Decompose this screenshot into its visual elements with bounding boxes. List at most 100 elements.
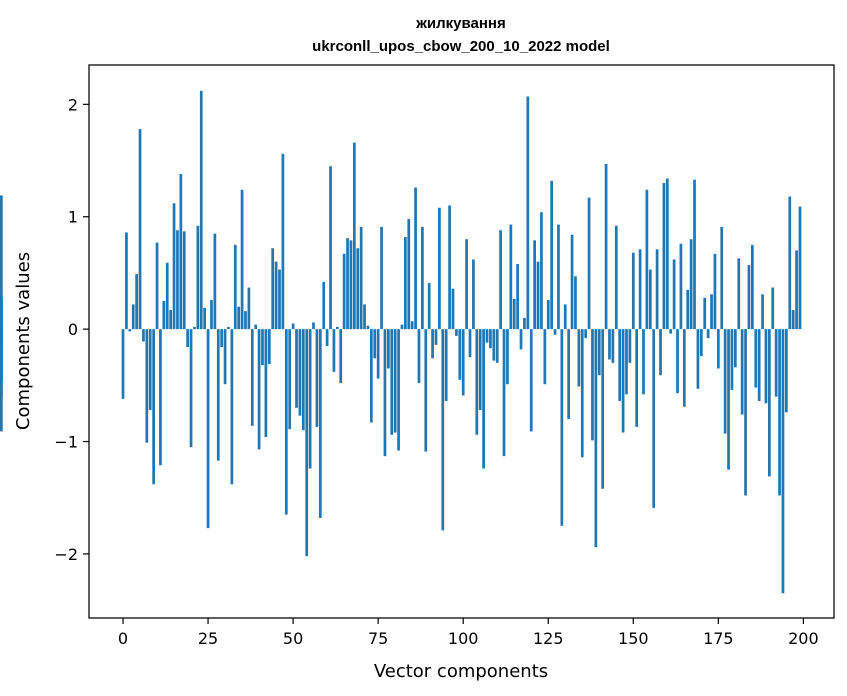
bar [227, 326, 230, 330]
bar [574, 276, 577, 330]
bar [570, 234, 574, 330]
bar [318, 329, 322, 518]
bar [135, 274, 138, 330]
bar [652, 329, 656, 508]
bar [274, 261, 278, 330]
y-tick-label: −2 [54, 545, 78, 564]
bar [764, 329, 768, 404]
bar [523, 317, 526, 330]
bar [747, 265, 751, 330]
bar [546, 299, 550, 330]
bar [138, 129, 142, 330]
bar [417, 329, 421, 384]
bar [332, 329, 336, 372]
bar [659, 329, 662, 376]
bar [0, 329, 3, 379]
bar [553, 329, 557, 335]
bar [669, 329, 673, 334]
bar [492, 329, 496, 361]
bar [495, 329, 499, 363]
chart-title-line2: ukrconll_upos_cbow_200_10_2022 model [312, 38, 610, 55]
bar [642, 329, 645, 395]
bar [247, 287, 251, 330]
bar [788, 196, 792, 330]
bar [771, 287, 775, 330]
bar [312, 322, 315, 330]
bar [751, 244, 754, 330]
bar [693, 179, 696, 330]
bar [176, 230, 179, 330]
bar [781, 329, 785, 594]
bar [244, 311, 247, 330]
bar [611, 329, 615, 363]
bar [536, 261, 540, 330]
bar [223, 329, 227, 385]
bar [567, 329, 571, 420]
x-axis-label: Vector components [374, 661, 548, 682]
bar [199, 90, 203, 330]
bar [376, 329, 380, 379]
bar [699, 329, 703, 357]
bar [737, 258, 741, 330]
bar [594, 329, 598, 548]
bar [424, 329, 428, 452]
bar [288, 329, 292, 430]
bar [281, 153, 285, 330]
bar [461, 329, 465, 396]
bar [291, 323, 295, 330]
bar [352, 142, 356, 330]
bar [482, 329, 485, 469]
bar [203, 307, 207, 330]
bar [298, 329, 302, 416]
bar [206, 329, 210, 529]
chart-title-line1: жилкування [415, 15, 505, 32]
bar [465, 239, 468, 330]
bar [529, 329, 533, 432]
bar [597, 329, 601, 376]
x-tick-label: 75 [368, 629, 388, 648]
bar [710, 294, 713, 330]
bar [189, 329, 193, 448]
bar [295, 329, 298, 408]
bar [791, 310, 795, 330]
bar [785, 329, 788, 413]
bar [404, 236, 407, 330]
bar [393, 329, 397, 433]
bar [478, 329, 482, 411]
bar [213, 233, 217, 330]
bar [540, 212, 543, 330]
bar [543, 329, 547, 385]
bar [342, 253, 346, 330]
y-axis-ticks: −2 −1 0 1 2 [54, 95, 89, 564]
bar [257, 329, 261, 450]
bar [631, 252, 635, 330]
bar [193, 326, 196, 330]
bar [744, 329, 747, 496]
bar [325, 329, 329, 346]
x-tick-label: 50 [283, 629, 303, 648]
bar [427, 283, 431, 330]
bar [131, 304, 135, 330]
y-axis-label: Components values [13, 252, 34, 430]
bar [703, 297, 707, 330]
bar [438, 207, 441, 330]
bar [774, 329, 778, 397]
bar [441, 329, 445, 531]
bars-group [0, 90, 802, 594]
bar [159, 329, 162, 466]
bar [230, 329, 234, 485]
bar [271, 248, 275, 330]
bar [308, 329, 312, 469]
bar [655, 249, 659, 330]
bar [346, 238, 349, 330]
bar [577, 329, 581, 387]
bar [761, 294, 764, 330]
bar [696, 329, 700, 389]
x-tick-label: 175 [703, 629, 734, 648]
x-axis-ticks: 0 25 50 75 100 125 150 175 200 [118, 618, 819, 648]
bar [716, 329, 720, 369]
bar [240, 189, 244, 330]
bar [472, 259, 475, 330]
bar [584, 329, 588, 339]
